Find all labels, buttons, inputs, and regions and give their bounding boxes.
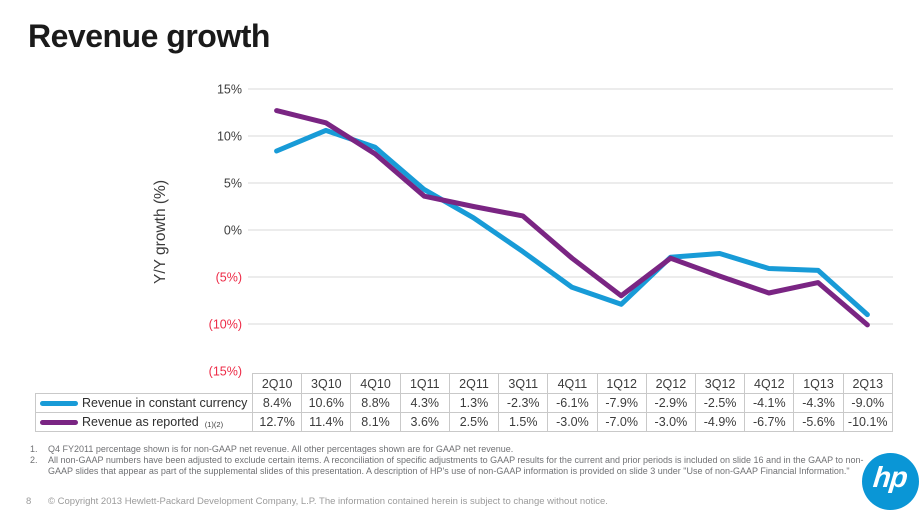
table-header-cell: 1Q13 (793, 373, 844, 394)
table-header-cell: 1Q12 (596, 373, 647, 394)
hp-logo-text: hp (871, 462, 909, 494)
table-value-cell: 8.1% (350, 412, 401, 432)
series-line-0 (274, 127, 870, 318)
yaxis-tick-label: 10% (217, 130, 242, 144)
table-header-cell: 2Q10 (251, 373, 303, 394)
legend-line-swatch (40, 419, 78, 425)
legend-footnote-ref: (1)(2) (204, 419, 224, 429)
table-value-cell: 1.3% (448, 393, 500, 413)
table-value-cell: 11.4% (301, 412, 352, 432)
table-row: Revenue in constant currency(1)(2)8.4%10… (35, 393, 893, 413)
footnote-text: Q4 FY2011 percentage shown is for non-GA… (48, 444, 514, 454)
table-header-cell: 3Q12 (694, 373, 746, 394)
footnote-text: All non-GAAP numbers have been adjusted … (48, 455, 864, 476)
chart-series-lines (274, 108, 870, 328)
series-line-1 (274, 108, 870, 328)
table-value-cell: 12.7% (251, 412, 303, 432)
table-corner-cell (35, 373, 253, 394)
footnote-2: 2. All non-GAAP numbers have been adjuste… (30, 455, 872, 477)
table-value-cell: -6.1% (547, 393, 598, 413)
legend-cell-0: Revenue in constant currency(1)(2) (35, 393, 253, 413)
table-header-cell: 4Q12 (744, 373, 795, 394)
table-value-cell: 8.4% (251, 393, 303, 413)
footnote-1: 1. Q4 FY2011 percentage shown is for non-… (30, 444, 872, 455)
yaxis-tick-labels: 15%10%5%0%(5%)(10%)(15%) (209, 83, 242, 379)
table-header: 2Q10 3Q10 4Q10 1Q11 2Q11 3Q11 4Q11 1Q12 2Q12 3Q12… (35, 373, 893, 394)
table-row: Revenue as reported (1)(2) 12.7% 11.4% 8.1% 3… (35, 412, 893, 432)
table-value-cell: -9.0% (842, 393, 893, 413)
table-value-cell: 1.5% (498, 412, 549, 432)
yaxis-title: Y/Y growth (%) (152, 180, 169, 284)
yaxis-tick-label: 0% (224, 224, 242, 238)
yaxis-tick-label: 15% (217, 83, 242, 97)
table-header-cell: 1Q11 (399, 373, 450, 394)
table-value-cell: -4.1% (744, 393, 795, 413)
hp-logo: hp (862, 453, 919, 510)
table-value-cell: -4.3% (793, 393, 844, 413)
copyright-text: © Copyright 2013 Hewlett-Packard Develop… (48, 496, 608, 507)
table-value-cell: 10.6% (301, 393, 352, 413)
table-value-cell: -3.0% (645, 412, 696, 432)
table-header-cell: 4Q10 (350, 373, 401, 394)
table-header-row: 2Q10 3Q10 4Q10 1Q11 2Q11 3Q11 4Q11 1Q12 2Q12 3Q12… (35, 373, 893, 394)
revenue-growth-chart: 15%10%5%0%(5%)(10%)(15%) Y/Y growth (%) (152, 83, 893, 379)
table-value-cell: 4.3% (399, 393, 450, 413)
legend-line-swatch (40, 400, 78, 406)
page-title: Revenue growth (28, 18, 270, 54)
table-header-cell: 3Q11 (498, 373, 549, 394)
table-value-cell: -7.0% (596, 412, 647, 432)
table-value-cell: -5.6% (793, 412, 844, 432)
legend-label: Revenue in constant currency (82, 396, 248, 410)
table-value-cell: -7.9% (596, 393, 647, 413)
table-header-cell: 3Q10 (301, 373, 352, 394)
table-header-cell: 2Q11 (448, 373, 500, 394)
legend-cell-1: Revenue as reported (1)(2) (35, 412, 253, 432)
table-value-cell: 8.8% (350, 393, 401, 413)
footnote-number: 2. (30, 455, 38, 465)
table-value-cell: -2.5% (694, 393, 746, 413)
table-body: Revenue in constant currency(1)(2)8.4%10… (35, 393, 893, 432)
yaxis-tick-label: (5%) (216, 271, 242, 285)
table-header-cell: 4Q11 (547, 373, 598, 394)
chart-gridlines (248, 88, 893, 325)
table-header-cell: 2Q12 (645, 373, 696, 394)
yaxis-tick-label: 5% (224, 177, 242, 191)
table-value-cell: 3.6% (399, 412, 450, 432)
table-value-cell: -6.7% (744, 412, 795, 432)
table-value-cell: -10.1% (842, 412, 893, 432)
table-value-cell: -2.3% (498, 393, 549, 413)
legend-label: Revenue as reported (82, 415, 199, 429)
table-header-cell: 2Q13 (842, 373, 893, 394)
table-value-cell: -2.9% (645, 393, 696, 413)
table-value-cell: -3.0% (547, 412, 598, 432)
table-value-cell: 2.5% (448, 412, 500, 432)
footnotes: 1. Q4 FY2011 percentage shown is for non-… (30, 444, 872, 477)
yaxis-tick-label: (10%) (209, 318, 242, 332)
table-value-cell: -4.9% (694, 412, 746, 432)
footnote-number: 1. (30, 444, 38, 454)
quarterly-data-table: 2Q10 3Q10 4Q10 1Q11 2Q11 3Q11 4Q11 1Q12 2Q12 3Q12… (35, 373, 893, 432)
page-number: 8 (26, 496, 32, 507)
